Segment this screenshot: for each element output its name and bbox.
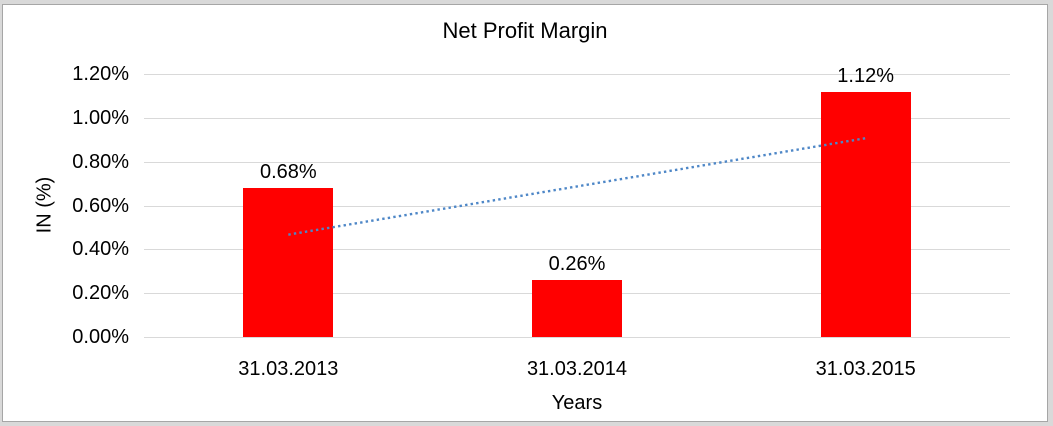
y-tick-label: 1.20% — [72, 63, 129, 85]
y-tick-label: 0.40% — [72, 238, 129, 261]
chart-title: Net Profit Margin — [442, 18, 608, 43]
plot-area — [144, 74, 1010, 338]
linear-trendline — [288, 137, 866, 236]
bar-data-label: 0.68% — [259, 160, 317, 183]
y-tick-label: 0.80% — [72, 150, 129, 173]
x-category-label: 31.03.2013 — [238, 358, 339, 380]
bar-series[interactable] — [144, 74, 1010, 337]
gridline — [144, 337, 1010, 338]
net-profit-margin-chart[interactable]: Net Profit Margin IN (%) 0.00% 0.20% 0.40%… — [2, 4, 1048, 422]
bar-data-label: 1.12% — [837, 64, 895, 87]
x-axis-title: Years — [551, 392, 603, 414]
x-category-label: 31.03.2014 — [526, 358, 628, 380]
bar-31.03.2013[interactable] — [243, 187, 334, 337]
trendline[interactable] — [144, 74, 1010, 337]
bar-31.03.2014[interactable] — [532, 280, 622, 337]
y-tick-label: 1.00% — [72, 106, 129, 129]
gridline — [144, 118, 1010, 119]
gridline — [144, 249, 1010, 250]
bar-data-label: 0.26% — [548, 253, 606, 276]
bar-31.03.2015[interactable] — [820, 91, 911, 337]
gridline — [144, 162, 1010, 163]
x-category-label: 31.03.2015 — [815, 358, 916, 380]
y-tick-label: 0.20% — [72, 282, 129, 305]
gridline — [144, 74, 1010, 75]
gridline — [144, 206, 1010, 207]
y-tick-label: 0.60% — [72, 194, 129, 217]
y-tick-label: 0.00% — [72, 326, 129, 348]
